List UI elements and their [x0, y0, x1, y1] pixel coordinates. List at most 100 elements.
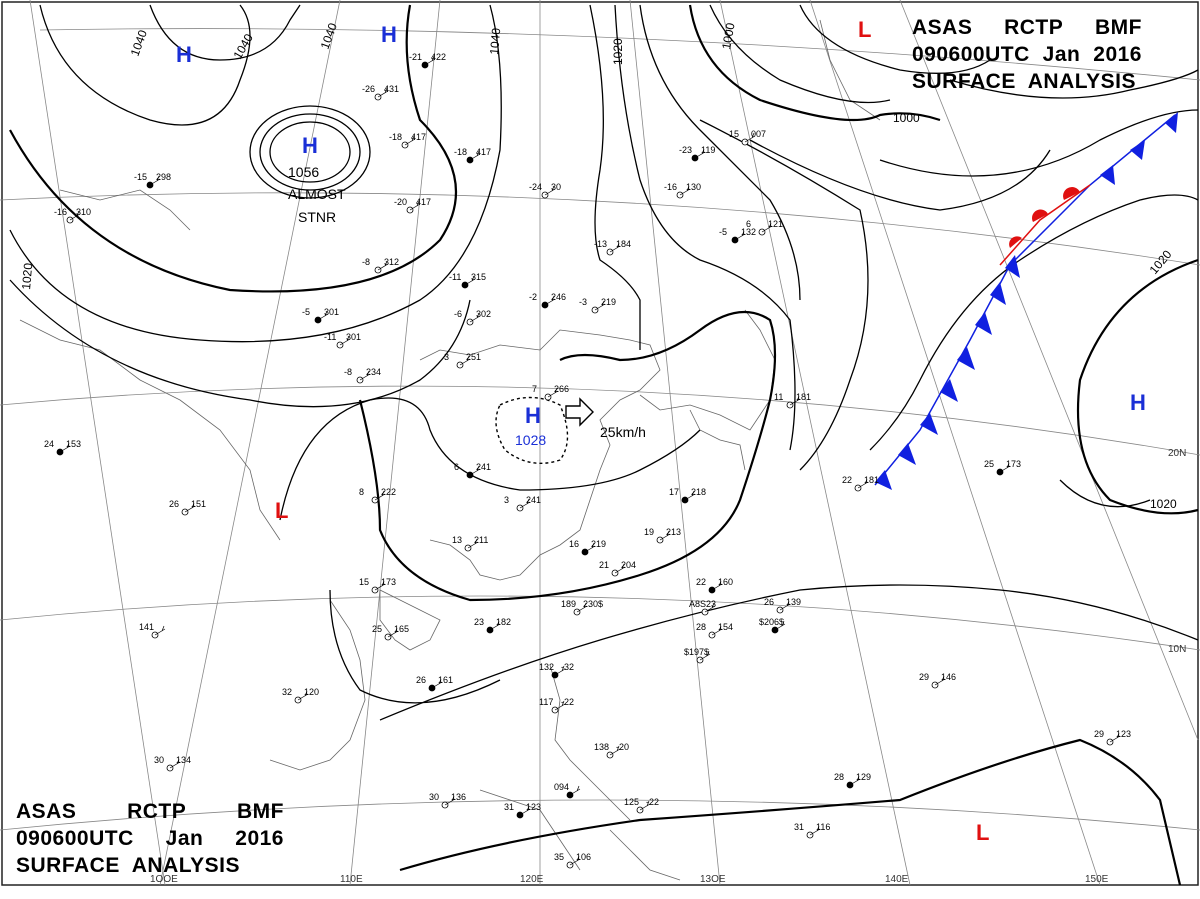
wind-barb	[374, 490, 386, 501]
station-pressure: 302	[476, 309, 491, 319]
station-temp: -8	[362, 257, 370, 267]
cold-front-marker	[1100, 165, 1115, 185]
station-plot: -16 310	[54, 207, 91, 224]
station-temp: 7	[532, 384, 537, 394]
station-pressure: 315	[471, 272, 486, 282]
station-plot: 117 -22	[539, 697, 574, 714]
wind-barb	[684, 490, 696, 501]
coast-china	[419, 329, 661, 581]
header-month: Jan	[165, 827, 204, 850]
station-pressure: 301	[324, 307, 339, 317]
isobar-label: 1040	[487, 27, 503, 55]
low-marker: L	[275, 498, 288, 523]
header-time: 090600UTC	[912, 43, 1030, 66]
station-temp: 25	[984, 459, 994, 469]
station-pressure: 123	[526, 802, 541, 812]
wind-barb	[809, 825, 821, 836]
wind-barb	[184, 502, 196, 513]
wind-barb	[679, 185, 691, 196]
station-plot: 7 266	[532, 384, 569, 401]
station-plot: 6 241	[454, 462, 491, 479]
wind-barb	[374, 580, 386, 591]
wind-barb	[704, 602, 716, 613]
station-temp: -6	[454, 309, 462, 319]
header-station: RCTP	[1004, 16, 1064, 39]
station-temp: -16	[54, 207, 67, 217]
header-month: Jan	[1042, 43, 1081, 66]
wind-barb	[489, 620, 501, 631]
header-year: 2016	[235, 827, 284, 850]
station-plot: 3 251	[444, 352, 481, 369]
isobar-center	[249, 105, 371, 199]
station-pressure: 417	[411, 132, 426, 142]
station-temp: 31	[504, 802, 514, 812]
station-pressure: 121	[768, 219, 783, 229]
station-temp: -18	[454, 147, 467, 157]
isobar-1040	[9, 4, 458, 293]
station-pressure: 230$	[583, 599, 603, 609]
coast-inland	[59, 189, 191, 231]
high-note-line2: STNR	[298, 209, 336, 225]
wind-barb	[779, 600, 791, 611]
station-temp: $206$	[759, 617, 784, 627]
wind-barb	[659, 530, 671, 541]
warm-front-marker	[1009, 236, 1022, 248]
wind-barb	[761, 222, 773, 233]
wind-barb	[999, 462, 1011, 473]
station-pressure: 266	[554, 384, 569, 394]
wind-barb	[69, 210, 81, 221]
station-plot: -16 130	[664, 182, 701, 199]
isobar	[329, 589, 501, 704]
station-plot: 30 134	[154, 755, 191, 772]
station-pressure: 241	[526, 495, 541, 505]
station-plot: 28 154	[696, 622, 733, 639]
wind-barb	[444, 795, 456, 806]
station-temp: -3	[579, 297, 587, 307]
station-pressure: -20	[616, 742, 629, 752]
lon-label: 140E	[885, 874, 909, 885]
station-pressure: 219	[591, 539, 606, 549]
grid-labels: 110E 120E 13OE 140E 150E 20N 10N 1OOE	[150, 448, 1186, 885]
station-plot: 25 165	[372, 624, 409, 641]
station-plot: 21 204	[599, 560, 636, 577]
coast-indochina	[269, 599, 366, 771]
station-temp: 13	[452, 535, 462, 545]
station-pressure: 181	[796, 392, 811, 402]
station-temp: -11	[324, 332, 336, 342]
station-temp: -2	[529, 292, 537, 302]
cold-front-marker	[920, 413, 938, 435]
station-pressure: 173	[1006, 459, 1021, 469]
station-pressure: -32	[561, 662, 574, 672]
cold-front-marker	[940, 379, 958, 402]
wind-barb	[789, 395, 801, 406]
station-pressure: 298	[156, 172, 171, 182]
wind-barb	[584, 542, 596, 553]
header-bottom: ASAS RCTP BMF 090600UTC Jan 2016 SURFACE…	[16, 798, 284, 879]
motion-speed: 25km/h	[600, 424, 646, 440]
isobar-label: 1020	[611, 38, 625, 65]
station-pressure: 146	[941, 672, 956, 682]
isobar-label: 1020	[19, 262, 35, 290]
warm-front-marker	[1032, 209, 1048, 222]
parallel	[39, 28, 1200, 81]
station-plot: -18 417	[454, 147, 491, 164]
station-temp: -20	[394, 197, 407, 207]
wind-barb	[409, 200, 421, 211]
station-plot: 141	[139, 622, 166, 639]
header-station: RCTP	[127, 800, 187, 823]
station-temp: A8S23	[689, 599, 716, 609]
wind-barb	[594, 300, 606, 311]
wind-barb	[469, 465, 481, 476]
station-plot: -21 422	[409, 52, 446, 69]
station-temp: 29	[1094, 729, 1104, 739]
station-plot: 16 219	[569, 539, 606, 556]
wind-barb	[519, 805, 531, 816]
header-code: BMF	[1095, 16, 1142, 39]
station-temp: 8	[359, 487, 364, 497]
station-pressure: 151	[191, 499, 206, 509]
isobar-label: 1000	[719, 21, 737, 50]
station-temp: 125	[624, 797, 639, 807]
station-plot: 23 182	[474, 617, 511, 634]
station-temp: 17	[669, 487, 679, 497]
